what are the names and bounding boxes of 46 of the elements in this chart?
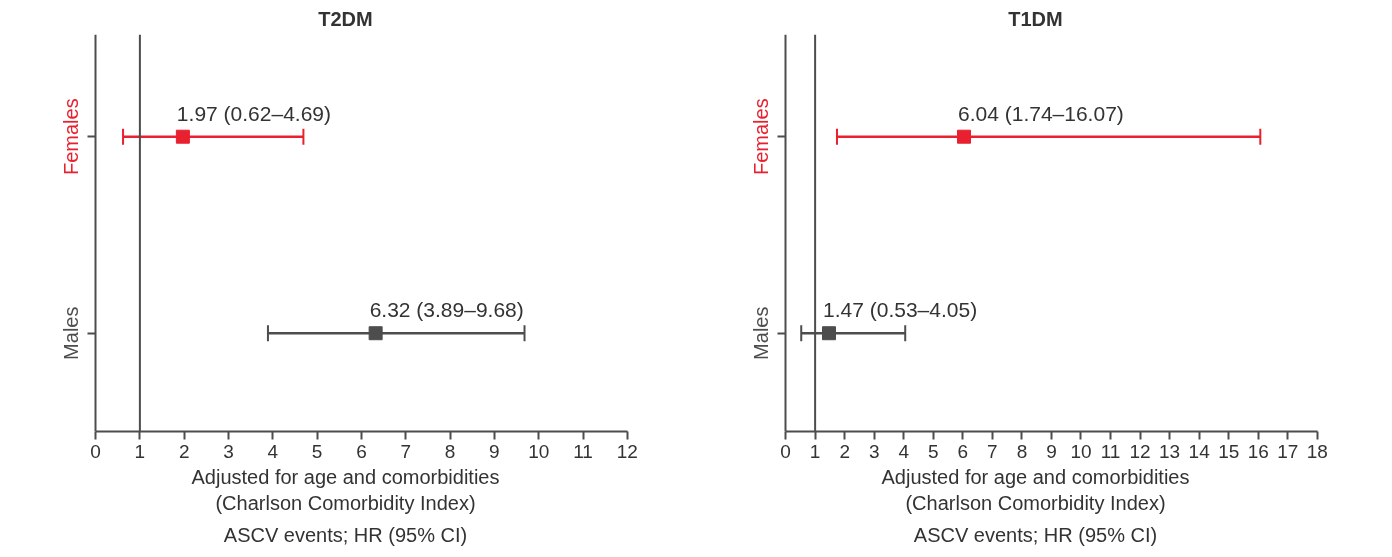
x-tick-label: 11 [1100, 440, 1121, 462]
x-tick-label: 12 [1129, 440, 1151, 462]
x-tick-label: 13 [1159, 440, 1181, 462]
x-tick-label: 10 [1070, 440, 1092, 462]
x-tick-label: 6 [957, 440, 969, 462]
x-tick-label: 5 [928, 440, 939, 462]
x-tick-label: 3 [223, 440, 234, 462]
x-tick-label: 14 [1188, 440, 1211, 462]
y-tick-label: Females [59, 98, 82, 176]
x-axis-title: Adjusted for age and comorbidities (Charlson Comorbidity Index) [881, 465, 1190, 514]
x-tick-label: 8 [1016, 440, 1028, 462]
text: ASCV events; HR (95% CI) [223, 523, 468, 546]
data-label: 1.47 (0.53–4.05) [823, 298, 978, 322]
x-tick-label: 1 [134, 440, 146, 462]
x-tick-label: 5 [311, 440, 323, 462]
x-tick-label: 6 [356, 440, 367, 462]
y-tick-label: Males [749, 306, 772, 360]
x-tick-label: 8 [444, 440, 456, 462]
x-tick-label: 9 [489, 440, 500, 462]
x-tick-label: 7 [400, 440, 412, 462]
x-tick-label: 0 [780, 440, 791, 462]
x-tick-label: 10 [528, 440, 550, 462]
x-tick-label: 17 [1277, 440, 1299, 462]
x-tick-label: 15 [1218, 440, 1240, 462]
x-tick-label: 3 [868, 440, 880, 462]
text: ASCV events; HR (95% CI) [913, 523, 1158, 546]
x-tick-label: 0 [90, 440, 101, 462]
chart-title: T1DM [1008, 7, 1063, 30]
x-tick-label: 12 [616, 440, 638, 462]
data-label: 1.97 (0.62–4.69) [176, 101, 331, 125]
x-tick-label: 7 [987, 440, 998, 462]
x-tick-label: 1 [809, 440, 821, 462]
x-tick-label: 4 [898, 440, 910, 462]
x-tick-label: 18 [1306, 440, 1328, 462]
x-tick-label: 2 [178, 440, 190, 462]
x-tick-label: 9 [1046, 440, 1057, 462]
x-tick-label: 4 [267, 440, 279, 462]
x-axis-title: Adjusted for age and comorbidities (Charlson Comorbidity Index) [191, 465, 500, 514]
y-tick-label: Males [59, 306, 82, 360]
y-tick-label: Females [749, 98, 772, 176]
data-label: 6.04 (1.74–16.07) [958, 101, 1124, 125]
data-label: 6.32 (3.89–9.68) [369, 298, 524, 322]
chart-title: T2DM [318, 7, 373, 30]
x-tick-label: 2 [839, 440, 850, 462]
x-tick-label: 16 [1247, 440, 1269, 462]
x-tick-label: 11 [573, 440, 593, 462]
